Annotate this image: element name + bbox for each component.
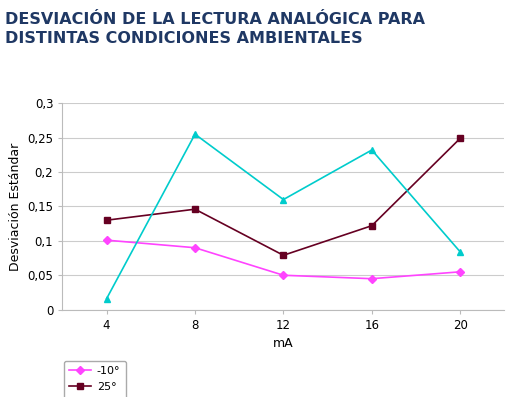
X-axis label: mA: mA	[273, 337, 294, 350]
-10°	[192, 245, 198, 250]
-10°	[103, 238, 110, 243]
Line: -10°: -10°	[104, 237, 463, 281]
65°	[457, 249, 463, 254]
-10°	[369, 276, 375, 281]
Text: DESVIACIÓN DE LA LECTURA ANALÓGICA PARA
DISTINTAS CONDICIONES AMBIENTALES: DESVIACIÓN DE LA LECTURA ANALÓGICA PARA …	[5, 12, 425, 46]
Line: 65°: 65°	[104, 131, 463, 301]
Y-axis label: Desviación Estándar: Desviación Estándar	[9, 142, 22, 271]
Line: 25°: 25°	[104, 135, 463, 258]
Legend: -10°, 25°, 65°: -10°, 25°, 65°	[63, 360, 126, 397]
65°	[103, 296, 110, 301]
25°	[457, 136, 463, 141]
65°	[369, 148, 375, 152]
25°	[192, 207, 198, 212]
25°	[280, 253, 287, 258]
25°	[103, 218, 110, 223]
65°	[192, 132, 198, 137]
-10°	[280, 273, 287, 278]
-10°	[457, 270, 463, 274]
65°	[280, 197, 287, 202]
25°	[369, 224, 375, 228]
